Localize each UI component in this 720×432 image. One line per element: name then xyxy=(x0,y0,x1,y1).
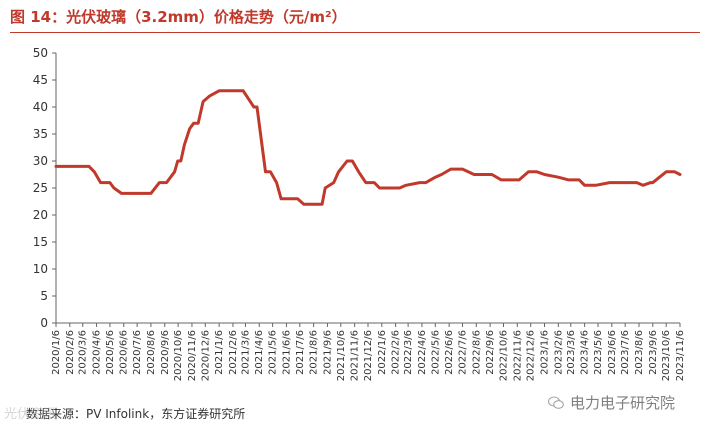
watermark-left: 光伏资讯 xyxy=(4,407,57,422)
y-tick-label: 0 xyxy=(40,316,48,330)
x-tick-label: 2021/2/6 xyxy=(228,330,239,375)
y-tick-label: 35 xyxy=(33,127,48,141)
wechat-icon xyxy=(548,396,564,409)
x-tick-label: 2020/7/6 xyxy=(132,330,143,375)
y-tick-labels: 0 5 10 15 20 25 30 35 40 45 50 xyxy=(33,46,48,330)
x-tick-label: 2020/2/6 xyxy=(65,330,76,375)
x-tick-label: 2023/3/6 xyxy=(566,330,577,375)
x-tick-label: 2022/6/6 xyxy=(444,330,455,375)
x-tick-label: 2020/1/6 xyxy=(51,330,62,375)
title-rule xyxy=(10,32,700,33)
x-tick-label: 2021/12/6 xyxy=(363,330,374,381)
source-note: 数据来源：PV Infolink，东方证券研究所 xyxy=(26,407,246,421)
y-tick-label: 10 xyxy=(33,262,48,276)
y-tick-label: 30 xyxy=(33,154,48,168)
x-tick-label: 2022/8/6 xyxy=(471,330,482,375)
chart-axes xyxy=(52,52,681,327)
x-tick-label: 2020/9/6 xyxy=(160,330,171,375)
x-tick-label: 2021/11/6 xyxy=(350,330,361,381)
y-tick-label: 25 xyxy=(33,181,48,195)
x-tick-label: 2023/7/6 xyxy=(620,330,631,375)
x-tick-label: 2023/5/6 xyxy=(593,330,604,375)
x-tick-label: 2022/5/6 xyxy=(430,330,441,375)
x-tick-label: 2020/4/6 xyxy=(92,330,103,375)
x-tick-label: 2021/6/6 xyxy=(281,330,292,375)
x-tick-label: 2021/1/6 xyxy=(214,330,225,375)
watermark-right-text: 电力电子研究院 xyxy=(570,394,676,412)
x-tick-label: 2020/11/6 xyxy=(187,330,198,381)
watermark-right: 电力电子研究院 xyxy=(548,392,675,413)
x-tick-label: 2023/1/6 xyxy=(540,330,551,375)
y-tick-label: 15 xyxy=(33,235,48,249)
y-tick-label: 45 xyxy=(33,73,48,87)
x-tick-label: 2021/10/6 xyxy=(336,330,347,381)
x-tick-label: 2022/10/6 xyxy=(498,330,509,381)
series-line-glass-price xyxy=(54,89,682,206)
x-tick-label: 2022/12/6 xyxy=(526,330,537,381)
x-tick-label: 2023/2/6 xyxy=(553,330,564,375)
x-tick-label: 2023/4/6 xyxy=(580,330,591,375)
x-tick-label: 2021/7/6 xyxy=(295,330,306,375)
y-tick-label: 40 xyxy=(33,100,48,114)
x-tick-label: 2021/3/6 xyxy=(240,330,251,375)
x-tick-label: 2020/10/6 xyxy=(173,330,184,381)
y-tick-label: 5 xyxy=(40,289,48,303)
x-tick-label: 2023/8/6 xyxy=(634,330,645,375)
figure-title: 图 14：光伏玻璃（3.2mm）价格走势（元/m²） xyxy=(10,8,347,26)
x-tick-label: 2023/10/6 xyxy=(661,330,672,381)
y-tick-label: 20 xyxy=(33,208,48,222)
x-tick-label: 2021/5/6 xyxy=(268,330,279,375)
x-tick-label: 2021/8/6 xyxy=(309,330,320,375)
x-tick-label: 2020/8/6 xyxy=(146,330,157,375)
x-tick-label: 2022/4/6 xyxy=(417,330,428,375)
x-tick-label: 2022/3/6 xyxy=(403,330,414,375)
x-tick-label: 2020/3/6 xyxy=(78,330,89,375)
x-tick-label: 2022/9/6 xyxy=(485,330,496,375)
x-tick-label: 2023/9/6 xyxy=(648,330,659,375)
x-tick-label: 2021/9/6 xyxy=(322,330,333,375)
x-tick-label: 2022/1/6 xyxy=(377,330,388,375)
x-tick-label: 2023/6/6 xyxy=(607,330,618,375)
x-tick-label: 2022/7/6 xyxy=(457,330,468,375)
x-tick-label: 2020/12/6 xyxy=(200,330,211,381)
x-tick-label: 2021/4/6 xyxy=(254,330,265,375)
x-tick-label: 2023/11/6 xyxy=(675,330,686,381)
x-tick-labels: 2020/1/6 2020/2/6 2020/3/6 2020/4/6 2020/5/6… xyxy=(51,330,686,381)
x-tick-label: 2020/5/6 xyxy=(105,330,116,375)
x-tick-label: 2022/11/6 xyxy=(512,330,523,381)
y-tick-label: 50 xyxy=(33,46,48,60)
x-tick-label: 2022/2/6 xyxy=(391,330,402,375)
x-tick-label: 2020/6/6 xyxy=(119,330,130,375)
